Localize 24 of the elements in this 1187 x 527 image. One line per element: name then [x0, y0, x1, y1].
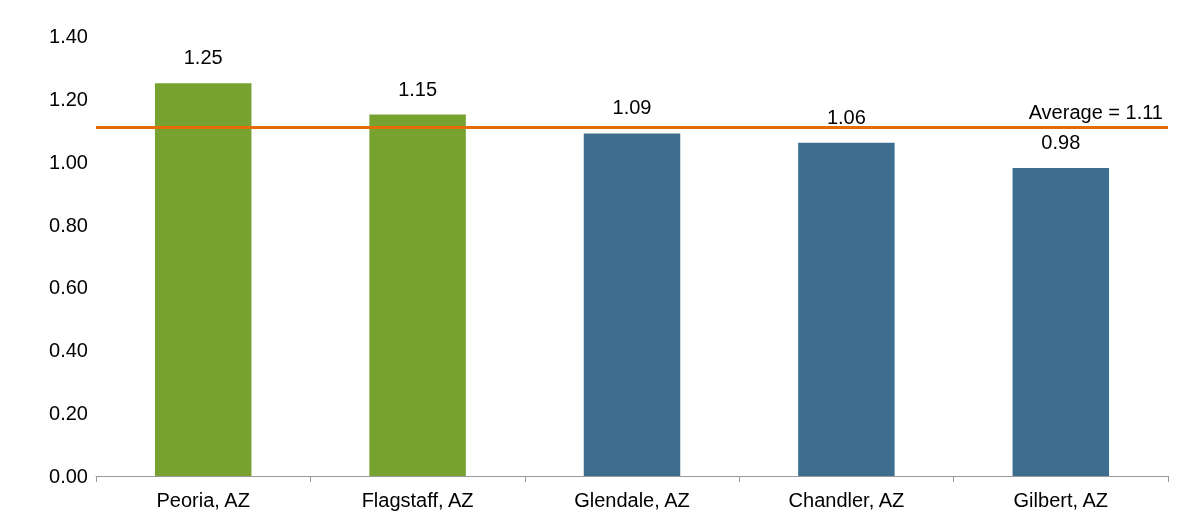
x-tick-label: Glendale, AZ [574, 489, 690, 511]
y-tick-label: 1.20 [49, 87, 88, 110]
y-tick-label: 0.00 [49, 465, 88, 487]
bar [1012, 168, 1110, 476]
y-tick-label: 0.20 [49, 402, 88, 425]
data-label: 1.09 [612, 96, 652, 119]
y-tick-label: 0.40 [49, 339, 88, 362]
y-tick-label: 1.40 [49, 25, 88, 47]
data-label: 1.25 [183, 46, 223, 69]
x-tick-label: Flagstaff, AZ [361, 489, 474, 511]
data-label: 1.15 [398, 77, 438, 100]
ref-line-label: Average = 1.11 [1028, 101, 1163, 124]
bar [798, 142, 895, 476]
x-tick-label: Peoria, AZ [156, 489, 250, 511]
data-label: 1.06 [826, 105, 866, 128]
x-tick-label: Chandler, AZ [788, 489, 905, 511]
bar [583, 133, 681, 476]
bar [369, 114, 466, 476]
x-tick-label: Gilbert, AZ [1013, 489, 1109, 511]
y-tick-label: 0.60 [49, 276, 88, 299]
data-label: 0.98 [1041, 131, 1081, 153]
bar [154, 83, 252, 476]
y-tick-label: 1.00 [49, 150, 88, 173]
y-tick-label: 0.80 [49, 213, 88, 236]
